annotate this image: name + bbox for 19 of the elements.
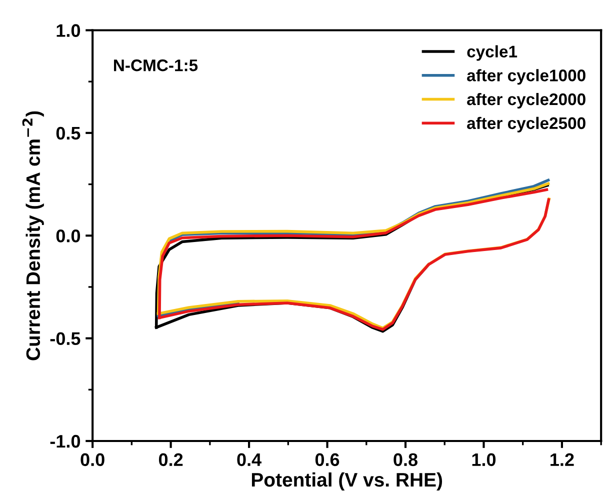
y-tick-label: 1.0 [56, 24, 80, 37]
x-tick-label: 0.4 [237, 453, 262, 466]
y-tick-label: -0.5 [50, 332, 80, 346]
x-tick-label: 0.6 [315, 453, 340, 466]
x-tick-label: 1.2 [550, 453, 574, 466]
x-tick-label: 0.8 [394, 453, 418, 466]
x-tick-label: 0.2 [158, 453, 183, 466]
y-tick-label: 0.0 [56, 230, 80, 242]
legend-label: cycle1 [467, 45, 518, 61]
y-axis-title: Current Density (mA cm$^{−2}$) [22, 111, 44, 360]
annotation: N-CMC-1:5 [114, 59, 198, 72]
legend-label: after cycle1000 [467, 69, 586, 85]
x-axis-title: Potential (V vs. RHE) [252, 472, 442, 491]
x-tick-label: 0.0 [80, 453, 104, 466]
x-tick-label: 1.0 [472, 453, 496, 466]
legend-label: after cycle2000 [467, 92, 586, 109]
y-tick-label: 0.5 [56, 126, 80, 140]
legend-label: after cycle2500 [467, 116, 586, 132]
y-tick-label: -1.0 [50, 434, 80, 448]
